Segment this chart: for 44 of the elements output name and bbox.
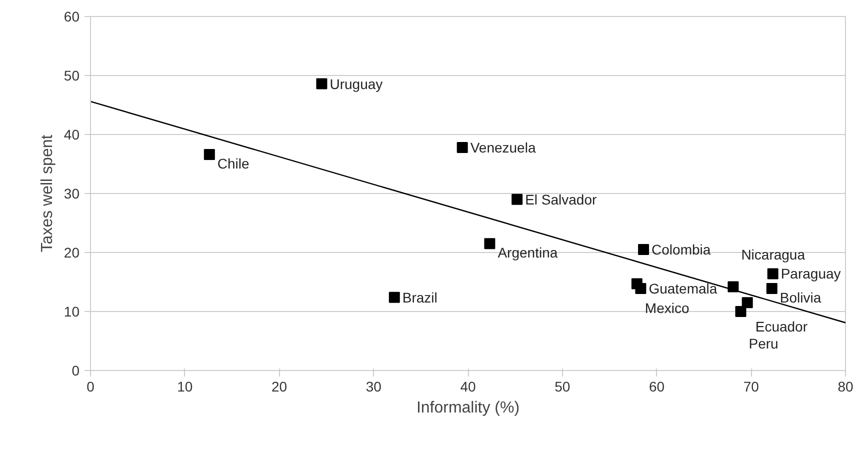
point (638, 244, 650, 256)
x-tick-label: 70 (743, 378, 760, 394)
y-axis-title: Taxes well spent (38, 134, 56, 252)
annotation: Guatemala (648, 280, 718, 296)
x-axis-title: Informality (%) (416, 400, 520, 416)
point (316, 78, 328, 90)
point (766, 282, 778, 294)
x-tick-label: 40 (460, 378, 476, 394)
y-tick-label: 30 (64, 186, 80, 202)
point (735, 306, 746, 317)
y-tick-label: 50 (64, 68, 80, 84)
point (512, 194, 523, 205)
x-tick-label: 80 (838, 378, 854, 394)
point (484, 238, 496, 250)
point (767, 268, 778, 280)
annotation: Uruguay (330, 76, 383, 92)
annotation: Bolivia (780, 289, 822, 306)
annotation: Paraguay (780, 266, 841, 282)
point (456, 142, 468, 153)
annotation: Chile (217, 156, 250, 172)
y-tick-label: 60 (64, 8, 80, 24)
point (635, 282, 646, 294)
point (388, 292, 400, 303)
annotation: Colombia (652, 242, 711, 258)
annotation: Argentina (498, 244, 558, 261)
annotation: Ecuador (755, 318, 808, 335)
x-tick-label: 10 (177, 378, 193, 394)
annotation: Brazil (402, 289, 438, 306)
x-tick-label: 50 (554, 378, 570, 394)
annotation: El Salvador (525, 191, 598, 208)
y-tick-label: 0 (72, 362, 80, 378)
annotation: Venezuela (470, 139, 536, 156)
point (742, 297, 753, 308)
annotation: Mexico (644, 300, 690, 316)
annotation: Peru (748, 336, 778, 352)
y-tick-label: 10 (64, 304, 80, 320)
annotation: Nicaragua (741, 246, 806, 263)
point (204, 149, 215, 160)
x-tick-label: 30 (366, 378, 382, 394)
x-tick-label: 20 (271, 378, 288, 394)
y-tick-label: 40 (64, 126, 80, 142)
x-tick-label: 0 (86, 378, 95, 394)
x-tick-label: 60 (648, 378, 665, 394)
y-tick-label: 20 (64, 244, 80, 260)
